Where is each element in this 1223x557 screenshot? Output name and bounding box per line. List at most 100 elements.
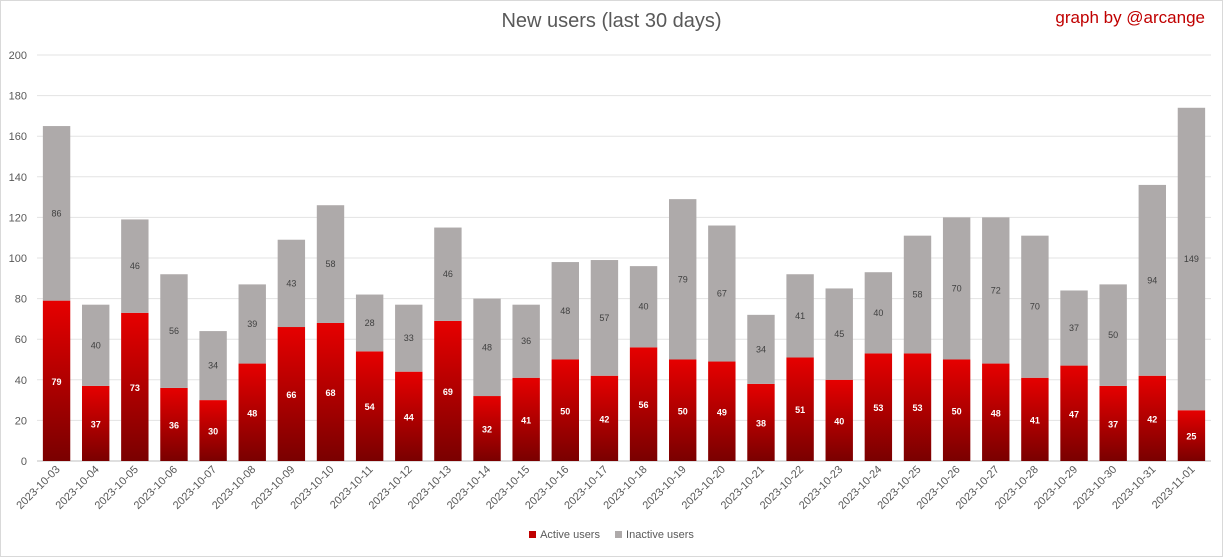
data-label-active: 50 <box>560 406 570 416</box>
bar-inactive <box>982 217 1010 364</box>
data-label-active: 41 <box>521 415 531 425</box>
legend-swatch-inactive <box>615 531 623 538</box>
bar-active <box>1060 365 1088 461</box>
bar-inactive <box>1099 284 1127 386</box>
data-label-active: 42 <box>1147 414 1157 424</box>
bar-inactive <box>942 217 971 360</box>
bar-active <box>1177 410 1206 461</box>
bar-inactive <box>669 199 697 360</box>
bar-active <box>590 375 619 461</box>
bar-inactive <box>629 266 658 348</box>
bar-active <box>669 359 697 461</box>
data-label-active: 41 <box>1030 415 1040 425</box>
bar-inactive <box>786 274 814 358</box>
data-label-active: 50 <box>678 406 688 416</box>
data-label-inactive: 37 <box>1069 323 1079 333</box>
y-tick-label: 180 <box>9 91 27 103</box>
data-label-active: 51 <box>795 405 805 415</box>
bar-inactive <box>121 219 149 313</box>
data-label-inactive: 67 <box>717 289 727 299</box>
bar-active <box>395 371 423 461</box>
bar-active <box>1099 385 1127 461</box>
data-label-active: 38 <box>756 418 766 428</box>
data-label-active: 50 <box>952 406 962 416</box>
data-label-active: 66 <box>286 390 296 400</box>
y-tick-label: 120 <box>9 212 27 224</box>
y-tick-label: 140 <box>9 172 27 184</box>
bar-active <box>199 400 227 461</box>
data-label-inactive: 28 <box>365 318 375 328</box>
bar-active <box>238 363 266 461</box>
data-label-inactive: 50 <box>1108 330 1118 340</box>
data-label-inactive: 70 <box>1030 302 1040 312</box>
data-label-inactive: 56 <box>169 326 179 336</box>
data-label-active: 44 <box>404 412 414 422</box>
y-tick-label: 40 <box>15 375 27 387</box>
y-tick-label: 0 <box>21 456 27 468</box>
bar-active <box>825 379 853 461</box>
legend-swatch-active <box>529 531 537 538</box>
bar-active <box>551 359 579 461</box>
bar-active <box>747 383 775 461</box>
bar-active <box>82 385 110 461</box>
data-label-inactive: 34 <box>208 361 218 371</box>
bar-inactive <box>395 304 423 372</box>
data-label-inactive: 45 <box>834 329 844 339</box>
bar-active <box>277 327 306 461</box>
data-label-active: 47 <box>1069 409 1079 419</box>
legend-item-inactive: Inactive users <box>615 529 694 541</box>
bar-active <box>121 312 149 461</box>
data-label-inactive: 58 <box>912 290 922 300</box>
bar-active <box>316 322 345 461</box>
data-label-inactive: 40 <box>91 340 101 350</box>
data-label-inactive: 48 <box>560 306 570 316</box>
data-label-active: 36 <box>169 420 179 430</box>
data-label-inactive: 94 <box>1147 275 1157 285</box>
data-label-inactive: 48 <box>482 342 492 352</box>
bar-inactive <box>473 298 501 397</box>
data-label-active: 40 <box>834 416 844 426</box>
bar-inactive <box>160 274 188 388</box>
bar-active <box>903 353 932 461</box>
data-label-active: 54 <box>365 402 375 412</box>
bar-inactive <box>277 239 306 328</box>
legend-label-inactive: Inactive users <box>626 529 694 541</box>
chart-credit: graph by @arcange <box>1055 8 1205 27</box>
bar-active <box>1021 377 1049 461</box>
bar-active <box>160 387 188 461</box>
bar-active <box>864 353 893 461</box>
data-label-active: 37 <box>1108 419 1118 429</box>
chart-legend: Active users Inactive users <box>0 529 1223 541</box>
data-label-inactive: 40 <box>639 302 649 312</box>
y-tick-label: 80 <box>15 294 27 306</box>
data-label-inactive: 43 <box>286 278 296 288</box>
data-label-active: 73 <box>130 383 140 393</box>
y-tick-label: 160 <box>9 131 27 143</box>
bar-inactive <box>551 262 579 360</box>
bar-inactive <box>590 260 619 376</box>
data-label-active: 42 <box>599 414 609 424</box>
bar-inactive <box>1021 235 1049 378</box>
data-label-inactive: 34 <box>756 344 766 354</box>
data-label-active: 79 <box>52 377 62 387</box>
bar-inactive <box>1177 107 1206 411</box>
bar-inactive <box>238 284 266 364</box>
data-label-inactive: 57 <box>599 313 609 323</box>
bar-inactive <box>903 235 932 354</box>
y-tick-label: 200 <box>9 50 27 62</box>
bar-inactive <box>512 304 540 378</box>
bar-inactive <box>864 272 893 354</box>
bar-inactive <box>316 205 345 323</box>
data-label-inactive: 70 <box>952 283 962 293</box>
bar-inactive <box>1060 290 1088 366</box>
data-label-active: 56 <box>639 400 649 410</box>
data-label-active: 53 <box>873 403 883 413</box>
legend-label-active: Active users <box>540 529 600 541</box>
data-label-inactive: 36 <box>521 336 531 346</box>
data-label-inactive: 58 <box>325 259 335 269</box>
bar-active <box>629 347 658 461</box>
bar-active <box>708 361 736 461</box>
data-label-inactive: 33 <box>404 333 414 343</box>
data-label-active: 69 <box>443 387 453 397</box>
